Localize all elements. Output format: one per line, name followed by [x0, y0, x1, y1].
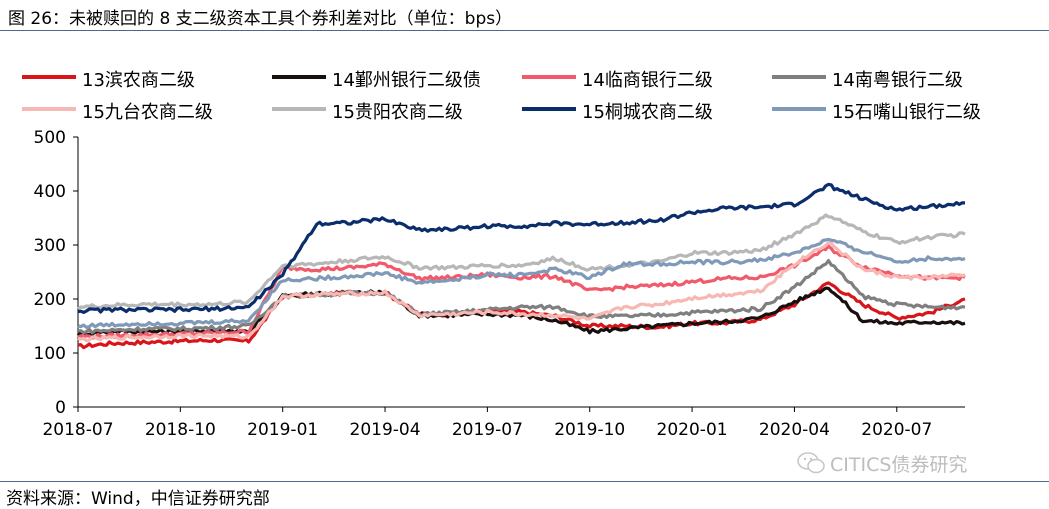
footer-divider: [0, 481, 1049, 482]
source-note: 资料来源：Wind，中信证券研究部: [6, 489, 270, 509]
legend-swatch: [272, 107, 326, 111]
legend-label: 14南粤银行二级: [832, 70, 963, 91]
legend-label: 15贵阳农商二级: [332, 102, 463, 123]
y-tick-label: 100: [34, 344, 66, 364]
legend-label: 14鄞州银行二级债: [332, 70, 481, 91]
series-line: [77, 241, 966, 343]
x-tick-label: 2020-04: [759, 420, 830, 440]
y-tick-label: 400: [34, 182, 66, 202]
x-tick-label: 2019-10: [554, 420, 625, 440]
title-divider: [0, 30, 1049, 31]
legend-label: 14临商银行二级: [582, 70, 713, 91]
legend-label: 15九台农商二级: [82, 102, 213, 123]
legend-swatch: [22, 107, 76, 111]
y-tick-label: 500: [34, 128, 66, 148]
x-tick-label: 2018-07: [42, 420, 113, 440]
legend-swatch: [772, 75, 826, 79]
watermark-text: CITICS债券研究: [830, 454, 968, 476]
x-tick-label: 2019-07: [452, 420, 523, 440]
series-line: [77, 213, 966, 311]
legend-swatch: [22, 75, 76, 79]
x-tick-label: 2019-04: [350, 420, 421, 440]
y-tick-label: 200: [34, 290, 66, 310]
legend-label: 15桐城农商二级: [582, 102, 713, 123]
series-line: [77, 182, 966, 314]
legend-label: 15石嘴山银行二级: [832, 102, 981, 123]
wechat-icon: [797, 452, 825, 474]
y-tick-label: 0: [55, 398, 66, 418]
x-tick-label: 2020-07: [861, 420, 932, 440]
y-tick-label: 300: [34, 236, 66, 256]
legend-swatch: [772, 107, 826, 111]
legend-label: 13滨农商二级: [82, 70, 195, 91]
x-tick-label: 2020-01: [657, 420, 728, 440]
series-line: [77, 237, 966, 329]
legend-swatch: [272, 75, 326, 79]
series-line: [77, 259, 966, 335]
legend-swatch: [522, 75, 576, 79]
page-title: 图 26：未被赎回的 8 支二级资本工具个券利差对比（单位：bps）: [8, 9, 513, 29]
x-tick-label: 2018-10: [145, 420, 216, 440]
legend-swatch: [522, 107, 576, 111]
x-tick-label: 2019-01: [247, 420, 318, 440]
